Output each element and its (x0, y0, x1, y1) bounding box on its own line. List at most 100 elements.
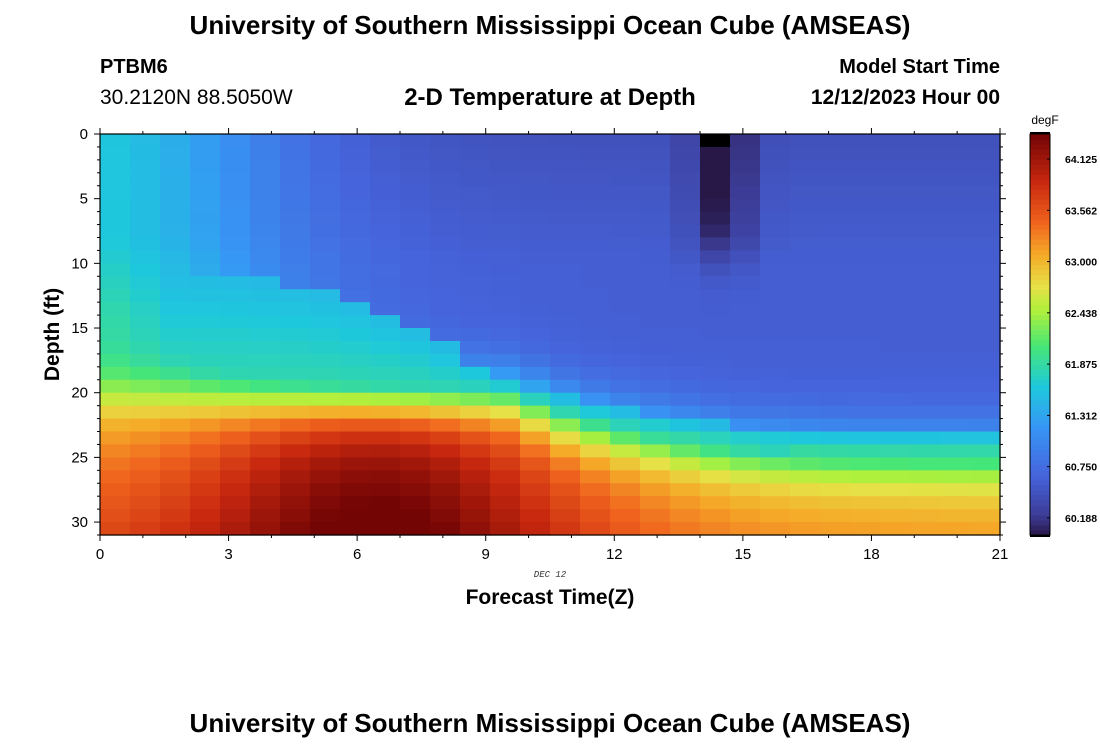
heatmap-cell (130, 289, 161, 303)
heatmap-cell (490, 444, 521, 458)
heatmap-cell (730, 315, 761, 329)
heatmap-cell (250, 418, 281, 433)
heatmap-cell (880, 366, 911, 381)
heatmap-cell (460, 444, 491, 458)
heatmap-cell (910, 315, 941, 329)
heatmap-cell (280, 211, 311, 226)
y-tick-label: 10 (71, 255, 88, 272)
colorbar-swatch (1030, 424, 1050, 431)
colorbar-swatch (1030, 329, 1050, 336)
heatmap-cell (400, 444, 431, 458)
heatmap-cell (190, 366, 221, 381)
heatmap-cell (430, 509, 461, 523)
heatmap-cell (220, 250, 251, 264)
heatmap-cell (250, 134, 281, 148)
heatmap-cell (700, 379, 731, 394)
heatmap-cell (250, 379, 281, 394)
heatmap-cell (880, 328, 911, 342)
heatmap-cell (670, 509, 701, 523)
heatmap-cell (580, 366, 611, 381)
colorbar-swatch (1030, 139, 1050, 145)
heatmap-cell (670, 457, 701, 471)
heatmap-cell (790, 315, 821, 329)
heatmap-cell (820, 470, 851, 484)
heatmap-cell (520, 328, 551, 342)
heatmap-cell (580, 185, 611, 200)
heatmap-cell (700, 457, 731, 471)
heatmap-cell (490, 353, 521, 368)
heatmap-cell (970, 146, 1001, 161)
heatmap-cell (610, 366, 641, 381)
heatmap-cell (550, 405, 581, 420)
heatmap-cell (160, 263, 191, 277)
colorbar-swatch (1030, 509, 1050, 516)
heatmap-cell (370, 198, 401, 213)
heatmap-cell (370, 315, 401, 329)
heatmap-cell (610, 496, 641, 510)
heatmap-cell (760, 379, 791, 394)
heatmap-cell (430, 159, 461, 174)
heatmap-cell (430, 366, 461, 381)
heatmap-cell (790, 353, 821, 368)
heatmap-cell (460, 457, 491, 471)
heatmap-cell (550, 172, 581, 187)
heatmap-cell (580, 496, 611, 510)
heatmap-cell (100, 418, 131, 433)
heatmap-cell (130, 134, 161, 148)
heatmap-cell (760, 353, 791, 368)
heatmap-cell (400, 315, 431, 329)
heatmap-cell (580, 159, 611, 174)
heatmap-cell (760, 185, 791, 200)
heatmap-cell (580, 509, 611, 523)
heatmap-cell (670, 211, 701, 226)
heatmap-cell (910, 366, 941, 381)
heatmap-cell (580, 289, 611, 303)
colorbar-swatch (1030, 169, 1050, 175)
heatmap-cell (640, 340, 671, 355)
heatmap-cell (400, 522, 431, 536)
heatmap-cell (760, 483, 791, 497)
heatmap-cell (100, 340, 131, 355)
heatmap-cell (190, 315, 221, 329)
heatmap-cell (430, 483, 461, 497)
colorbar-swatch (1030, 339, 1050, 346)
heatmap-cell (310, 289, 341, 303)
heatmap-cell (310, 134, 341, 148)
heatmap-cell (520, 263, 551, 277)
heatmap-cell (520, 185, 551, 200)
heatmap-cell (580, 211, 611, 226)
heatmap-cell (970, 302, 1001, 316)
heatmap-cell (190, 418, 221, 433)
colorbar-swatch (1030, 264, 1050, 270)
heatmap-cell (640, 483, 671, 497)
heatmap-cell (940, 470, 971, 484)
heatmap-cell (250, 353, 281, 368)
colorbar-swatch (1030, 439, 1050, 446)
heatmap-cell (190, 146, 221, 161)
heatmap-cell (370, 366, 401, 381)
heatmap-cell (670, 315, 701, 329)
heatmap-cell (730, 263, 761, 277)
heatmap-cell (130, 457, 161, 471)
heatmap-cell (160, 250, 191, 264)
heatmap-cell (400, 263, 431, 277)
heatmap-cell (250, 405, 281, 420)
colorbar-swatch (1030, 519, 1050, 526)
heatmap-cell (100, 172, 131, 187)
heatmap-cell (700, 276, 731, 290)
heatmap-cell (670, 496, 701, 510)
colorbar-swatch (1030, 449, 1050, 456)
x-tick-label: 3 (224, 546, 232, 563)
heatmap-cell (850, 496, 881, 510)
heatmap-cell (430, 418, 461, 433)
heatmap-cell (850, 237, 881, 252)
heatmap-cell (940, 366, 971, 381)
heatmap-cell (400, 340, 431, 355)
heatmap-cell (910, 276, 941, 290)
heatmap-cell (460, 418, 491, 433)
heatmap-cell (160, 289, 191, 303)
heatmap-cell (520, 302, 551, 316)
heatmap-cell (340, 302, 371, 316)
heatmap-cell (160, 172, 191, 187)
heatmap-cell (490, 470, 521, 484)
